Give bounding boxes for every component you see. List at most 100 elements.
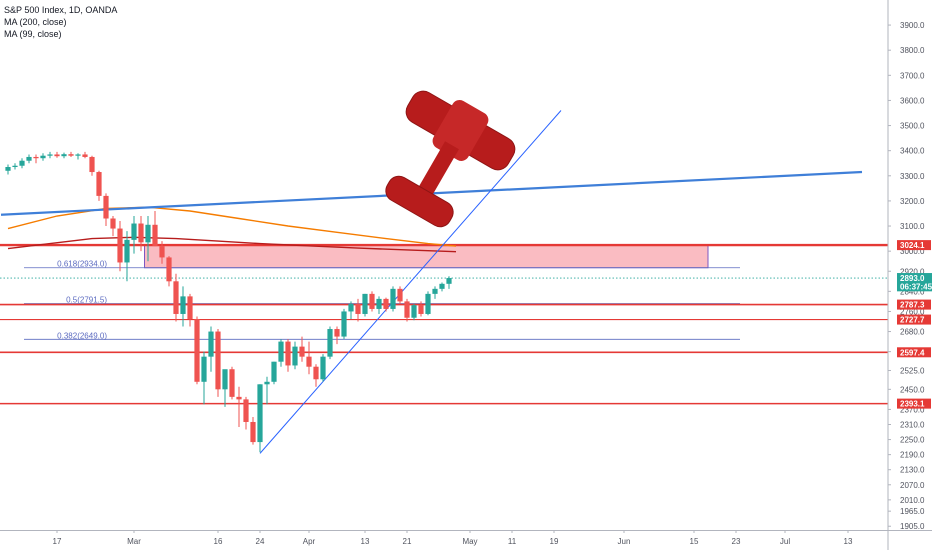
candle-body	[292, 346, 298, 366]
candle[interactable]	[334, 326, 340, 345]
moving-average-line[interactable]	[7, 236, 457, 253]
current-price-label: 06:37:45	[900, 282, 932, 291]
candle-body	[446, 278, 452, 284]
candle[interactable]	[145, 215, 151, 262]
y-tick-label: 3700.0	[900, 71, 925, 80]
candle-body	[327, 329, 333, 357]
candle[interactable]	[117, 221, 123, 272]
candle[interactable]	[166, 256, 172, 287]
candle[interactable]	[257, 384, 263, 453]
candle[interactable]	[369, 291, 375, 312]
ma99-legend[interactable]: MA (99, close)	[4, 29, 62, 39]
candle-body	[313, 366, 319, 380]
candle[interactable]	[243, 396, 249, 430]
candle[interactable]	[418, 301, 424, 317]
candle[interactable]	[68, 151, 74, 157]
candle[interactable]	[138, 215, 144, 252]
candle[interactable]	[61, 152, 67, 159]
candle[interactable]	[404, 298, 410, 322]
candle[interactable]	[425, 291, 431, 316]
candle[interactable]	[40, 153, 46, 161]
candle[interactable]	[229, 366, 235, 400]
candle[interactable]	[5, 164, 11, 175]
candle[interactable]	[110, 215, 116, 237]
candle[interactable]	[236, 386, 242, 428]
candle[interactable]	[327, 326, 333, 360]
candle-body	[271, 361, 277, 382]
y-tick-label: 2450.0	[900, 385, 925, 394]
candle-body	[124, 239, 130, 263]
candle[interactable]	[362, 293, 368, 317]
candle[interactable]	[446, 276, 452, 289]
candle-body	[201, 356, 207, 382]
candle[interactable]	[299, 336, 305, 362]
y-tick-label: 1965.0	[900, 507, 925, 516]
candle[interactable]	[383, 297, 389, 312]
candle[interactable]	[152, 210, 158, 247]
candle-body	[152, 224, 158, 247]
candle[interactable]	[131, 215, 137, 254]
candle[interactable]	[222, 369, 228, 407]
candle[interactable]	[292, 341, 298, 370]
candle[interactable]	[89, 155, 95, 176]
candle[interactable]	[397, 286, 403, 304]
symbol-title[interactable]: S&P 500 Index, 1D, OANDA	[4, 5, 118, 15]
candle[interactable]	[355, 298, 361, 322]
candle[interactable]	[33, 154, 39, 164]
candle-body	[222, 369, 228, 390]
candle[interactable]	[201, 351, 207, 405]
y-tick-label: 1905.0	[900, 522, 925, 531]
rising-trendline[interactable]	[259, 110, 562, 454]
candle[interactable]	[124, 231, 130, 282]
y-tick-label: 2190.0	[900, 451, 925, 460]
candle[interactable]	[180, 286, 186, 327]
candle[interactable]	[285, 339, 291, 372]
candle[interactable]	[250, 416, 256, 445]
y-tick-label: 3400.0	[900, 147, 925, 156]
candle[interactable]	[390, 286, 396, 312]
candle[interactable]	[376, 296, 382, 314]
candle-body	[131, 223, 137, 240]
candle[interactable]	[194, 316, 200, 385]
candle[interactable]	[54, 151, 60, 158]
candle[interactable]	[47, 151, 53, 159]
gavel-handle	[416, 141, 459, 200]
candle-body	[341, 311, 347, 337]
candle[interactable]	[19, 158, 25, 169]
candle[interactable]	[313, 364, 319, 387]
candle[interactable]	[159, 241, 165, 264]
current-price-label: 2893.0	[900, 274, 925, 283]
candle[interactable]	[411, 303, 417, 321]
candle[interactable]	[187, 293, 193, 327]
x-tick-label: 23	[732, 537, 741, 546]
candle[interactable]	[26, 154, 32, 164]
candle[interactable]	[306, 341, 312, 375]
y-tick-label: 2525.0	[900, 366, 925, 375]
candle[interactable]	[96, 170, 102, 201]
candle[interactable]	[208, 326, 214, 372]
candle-body	[439, 283, 445, 289]
candle[interactable]	[341, 308, 347, 340]
candle[interactable]	[278, 339, 284, 367]
candle[interactable]	[320, 354, 326, 382]
ma200-legend[interactable]: MA (200, close)	[4, 17, 67, 27]
candle[interactable]	[82, 151, 88, 159]
candle-body	[320, 356, 326, 380]
candle[interactable]	[439, 282, 445, 292]
level-price-badge	[897, 299, 931, 310]
candle[interactable]	[173, 273, 179, 322]
fib-level-label: 0.382(2649.0)	[57, 331, 107, 340]
candle[interactable]	[432, 286, 438, 299]
plot-area[interactable]: 0.618(2934.0) 0.5(2791.5) 0.382(2649.0)	[0, 110, 888, 454]
candle-body	[250, 421, 256, 443]
x-tick-label: Mar	[127, 537, 141, 546]
candle[interactable]	[348, 301, 354, 319]
candle-body	[173, 281, 179, 314]
candle[interactable]	[12, 163, 18, 170]
candle[interactable]	[271, 361, 277, 385]
candle[interactable]	[75, 153, 81, 160]
candle[interactable]	[215, 329, 221, 397]
candle[interactable]	[103, 193, 109, 227]
candle[interactable]	[264, 376, 270, 405]
